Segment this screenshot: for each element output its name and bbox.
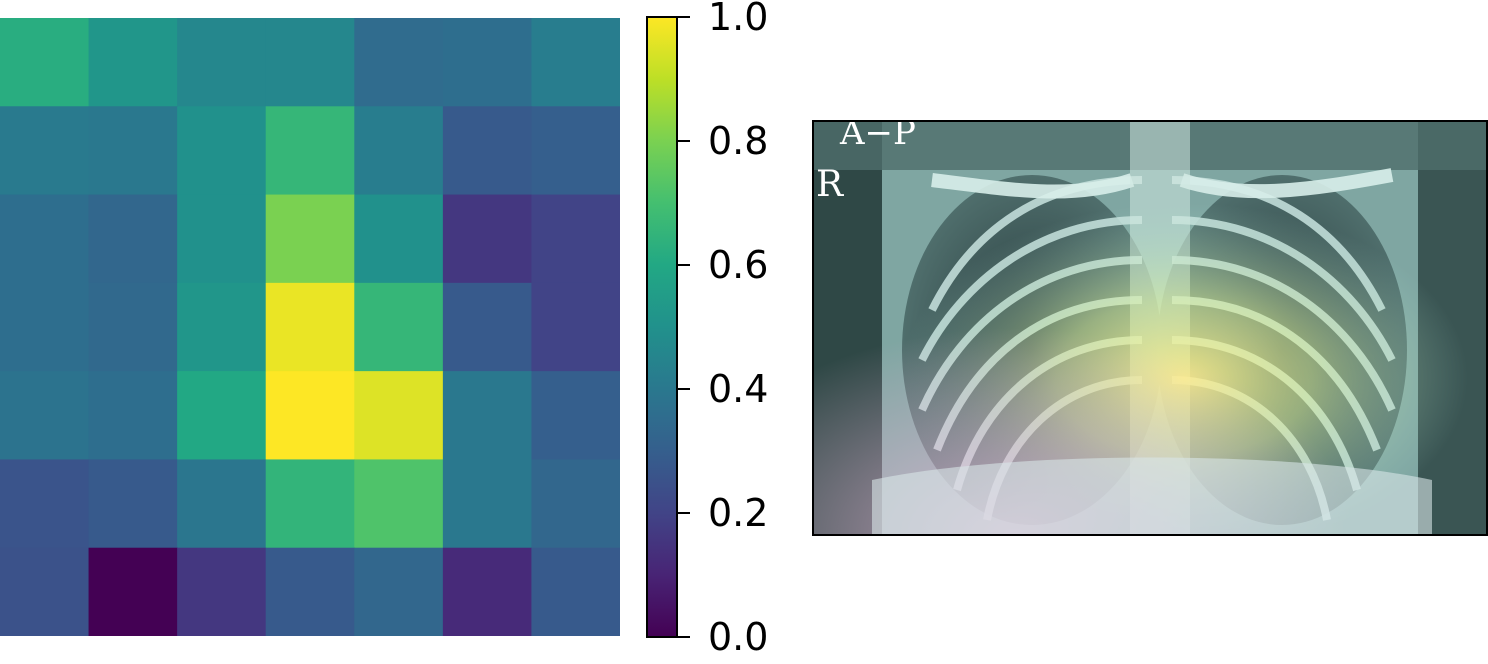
- colorbar-tick: [678, 16, 690, 18]
- heatmap-cell-r0-c1: [88, 18, 178, 107]
- heatmap-cell-r3-c5: [442, 282, 533, 372]
- heatmap-cell-r6-c6: [531, 547, 620, 636]
- colorbar-tick: [678, 140, 690, 142]
- heatmap-cell-r4-c0: [0, 371, 90, 461]
- heatmap-cell-r2-c4: [354, 194, 444, 284]
- heatmap-cell-r5-c6: [531, 459, 620, 549]
- heatmap-cell-r6-c1: [88, 547, 178, 636]
- heatmap-cell-r6-c5: [442, 547, 533, 636]
- xray-label-ap: A−P: [839, 120, 916, 153]
- heatmap-cell-r6-c3: [265, 547, 355, 636]
- heatmap-cell-r1-c3: [265, 106, 355, 196]
- xray-label-r: R: [816, 164, 844, 205]
- heatmap-cell-r5-c2: [177, 459, 267, 549]
- heatmap-cell-r1-c1: [88, 106, 178, 196]
- heatmap-cell-r3-c2: [177, 282, 267, 372]
- heatmap-cell-r3-c6: [531, 282, 620, 372]
- heatmap-cell-r0-c5: [442, 18, 533, 107]
- heatmap-cell-r0-c2: [177, 18, 267, 107]
- colorbar: [646, 16, 678, 638]
- heatmap-cell-r3-c3: [265, 282, 355, 372]
- heatmap-cell-r0-c0: [0, 18, 90, 107]
- heatmap-cell-r5-c4: [354, 459, 444, 549]
- heatmap-cell-r2-c1: [88, 194, 178, 284]
- colorbar-tick-label: 1.0: [708, 0, 769, 39]
- heatmap-cell-r5-c0: [0, 459, 90, 549]
- colorbar-tick: [678, 388, 690, 390]
- heatmap-cell-r3-c0: [0, 282, 90, 372]
- heatmap-cell-r0-c3: [265, 18, 355, 107]
- colorbar-tick: [678, 264, 690, 266]
- heatmap-cell-r2-c3: [265, 194, 355, 284]
- heatmap-cell-r0-c4: [354, 18, 444, 107]
- heatmap: [0, 18, 620, 636]
- colorbar-tick: [678, 636, 690, 638]
- heatmap-cell-r6-c4: [354, 547, 444, 636]
- heatmap-cell-r4-c1: [88, 371, 178, 461]
- colorbar-tick-label: 0.2: [708, 491, 769, 535]
- colorbar-tick-labels: 0.0 0.2 0.4 0.6 0.8 1.0: [646, 0, 786, 664]
- colorbar-tick: [678, 512, 690, 514]
- colorbar-tick-label: 0.8: [708, 119, 769, 163]
- heatmap-cell-r1-c4: [354, 106, 444, 196]
- heatmap-cell-r1-c5: [442, 106, 533, 196]
- heatmap-cell-r6-c2: [177, 547, 267, 636]
- heatmap-cell-r3-c4: [354, 282, 444, 372]
- heatmap-cell-r2-c0: [0, 194, 90, 284]
- heatmap-cell-r1-c2: [177, 106, 267, 196]
- xray-overlay-image: A−P R: [812, 120, 1488, 536]
- colorbar-tick-label: 0.0: [708, 615, 769, 659]
- heatmap-cell-r5-c3: [265, 459, 355, 549]
- heatmap-cell-r4-c6: [531, 371, 620, 461]
- heatmap-cell-r1-c0: [0, 106, 90, 196]
- heatmap-cell-r3-c1: [88, 282, 178, 372]
- heatmap-cell-r4-c5: [442, 371, 533, 461]
- heatmap-cell-r1-c6: [531, 106, 620, 196]
- heatmap-cell-r0-c6: [531, 18, 620, 107]
- heatmap-cell-r2-c2: [177, 194, 267, 284]
- heatmap-cell-r4-c3: [265, 371, 355, 461]
- heatmap-cell-r4-c4: [354, 371, 444, 461]
- heatmap-cell-r4-c2: [177, 371, 267, 461]
- heatmap-cell-r6-c0: [0, 547, 90, 636]
- heatmap-cell-r5-c1: [88, 459, 178, 549]
- heatmap-cell-r2-c6: [531, 194, 620, 284]
- heatmap-cell-r5-c5: [442, 459, 533, 549]
- heatmap-cell-r2-c5: [442, 194, 533, 284]
- colorbar-tick-label: 0.4: [708, 367, 769, 411]
- colorbar-tick-label: 0.6: [708, 243, 769, 287]
